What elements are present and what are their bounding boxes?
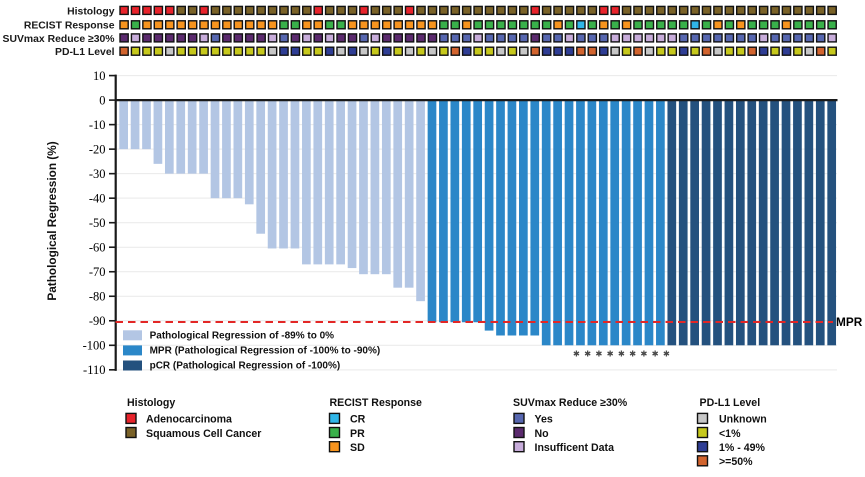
- svg-text:-20: -20: [89, 142, 106, 156]
- svg-text:1% - 49%: 1% - 49%: [719, 442, 766, 454]
- svg-text:SUVmax Reduce ≥30%: SUVmax Reduce ≥30%: [513, 397, 628, 409]
- svg-text:MPR: MPR: [836, 315, 863, 329]
- svg-text:Histology: Histology: [67, 6, 115, 17]
- svg-text:Adenocarcinoma: Adenocarcinoma: [146, 414, 232, 426]
- svg-text:Pathological Regression (%): Pathological Regression (%): [45, 141, 59, 300]
- svg-text:RECIST Response: RECIST Response: [330, 397, 423, 409]
- svg-text:Histology: Histology: [127, 397, 175, 409]
- svg-text:<1%: <1%: [719, 428, 741, 440]
- svg-text:SD: SD: [350, 442, 365, 454]
- svg-text:pCR (Pathological Regression o: pCR (Pathological Regression of -100%): [150, 361, 341, 372]
- svg-text:-90: -90: [89, 314, 106, 328]
- svg-text:-110: -110: [83, 363, 105, 377]
- svg-text:Insufficent Data: Insufficent Data: [535, 442, 615, 454]
- svg-text:Unknown: Unknown: [719, 414, 767, 426]
- svg-text:RECIST Response: RECIST Response: [24, 21, 115, 32]
- svg-text:PD-L1 Level: PD-L1 Level: [700, 397, 761, 409]
- svg-text:SUVmax Reduce ≥30%: SUVmax Reduce ≥30%: [3, 34, 115, 45]
- svg-text:PD-L1 Level: PD-L1 Level: [55, 47, 115, 58]
- svg-text:No: No: [535, 428, 550, 440]
- svg-text:-30: -30: [89, 167, 106, 181]
- svg-text:PR: PR: [350, 428, 365, 440]
- svg-text:-10: -10: [89, 118, 106, 132]
- svg-text:0: 0: [99, 93, 105, 107]
- svg-text:>=50%: >=50%: [719, 456, 753, 468]
- svg-text:-80: -80: [89, 289, 106, 303]
- svg-text:-60: -60: [89, 240, 106, 254]
- svg-text:-40: -40: [89, 191, 106, 205]
- svg-text:-100: -100: [83, 339, 106, 353]
- svg-text:10: 10: [93, 69, 106, 83]
- svg-text:CR: CR: [350, 414, 366, 426]
- svg-text:Squamous Cell Cancer: Squamous Cell Cancer: [146, 428, 261, 440]
- svg-text:-70: -70: [89, 265, 106, 279]
- svg-text:Pathological Regression of -89: Pathological Regression of -89% to 0%: [150, 331, 335, 342]
- svg-text:MPR (Pathological Regression o: MPR (Pathological Regression of -100% to…: [150, 346, 381, 357]
- svg-text:-50: -50: [89, 216, 106, 230]
- svg-text:Yes: Yes: [535, 414, 553, 426]
